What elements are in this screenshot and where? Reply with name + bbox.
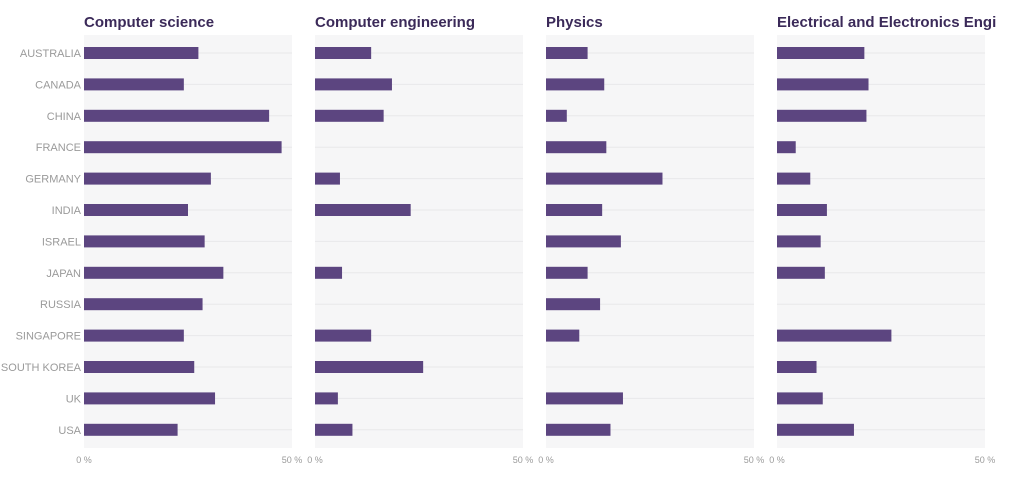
category-label-germany: GERMANY	[25, 174, 81, 186]
x-tick-label: 50 %	[513, 455, 534, 465]
category-label-israel: ISRAEL	[42, 236, 81, 248]
bar-usa	[315, 424, 352, 436]
panel-title: Electrical and Electronics Engineering	[777, 14, 1025, 31]
bar-japan	[315, 267, 342, 279]
panel-title: Physics	[546, 14, 603, 31]
category-label-russia: RUSSIA	[40, 299, 82, 311]
category-label-france: FRANCE	[36, 142, 81, 154]
panel-title: Computer science	[84, 14, 214, 31]
small-multiples-bar-chart: AUSTRALIA CANADA CHINA FRANCE GERMANY INDIA IS…	[0, 0, 1025, 484]
category-label-australia: AUSTRALIA	[20, 48, 82, 60]
category-label-china: CHINA	[47, 111, 82, 123]
x-tick-label: 0 %	[538, 455, 554, 465]
panel-computer-engineering: Computer engineering 0 % 50 %	[307, 14, 533, 465]
bar-australia	[777, 47, 864, 59]
bar-australia	[84, 47, 198, 59]
bar-israel	[777, 235, 821, 247]
x-tick-label: 0 %	[307, 455, 323, 465]
panel-computer-science: Computer science 0 % 50 %	[76, 14, 302, 465]
bar-australia	[546, 47, 588, 59]
bar-australia	[315, 47, 371, 59]
bar-russia	[546, 298, 600, 310]
bar-france	[777, 141, 796, 153]
bar-usa	[777, 424, 854, 436]
bar-singapore	[84, 330, 184, 342]
x-tick-label: 0 %	[769, 455, 785, 465]
bar-france	[84, 141, 282, 153]
bar-uk	[84, 392, 215, 404]
bar-japan	[777, 267, 825, 279]
bar-india	[84, 204, 188, 216]
bar-germany	[546, 173, 662, 185]
x-tick-label: 0 %	[76, 455, 92, 465]
bar-china	[546, 110, 567, 122]
bar-usa	[546, 424, 610, 436]
bar-india	[777, 204, 827, 216]
bar-china	[84, 110, 269, 122]
bar-usa	[84, 424, 178, 436]
bar-france	[546, 141, 606, 153]
category-label-usa: USA	[58, 425, 81, 437]
bar-south-korea	[315, 361, 423, 373]
category-label-india: INDIA	[52, 205, 82, 217]
panel-physics: Physics 0 % 50 %	[538, 14, 764, 465]
bar-israel	[84, 235, 205, 247]
bar-japan	[84, 267, 223, 279]
bar-israel	[546, 235, 621, 247]
bar-south-korea	[777, 361, 817, 373]
bar-china	[777, 110, 866, 122]
bar-china	[315, 110, 384, 122]
category-label-south-korea: SOUTH KOREA	[1, 362, 82, 374]
panel-title: Computer engineering	[315, 14, 475, 31]
x-tick-label: 50 %	[744, 455, 765, 465]
bar-singapore	[315, 330, 371, 342]
x-tick-label: 50 %	[282, 455, 303, 465]
bar-singapore	[777, 330, 891, 342]
bar-south-korea	[84, 361, 194, 373]
category-label-canada: CANADA	[35, 79, 82, 91]
bar-uk	[777, 392, 823, 404]
chart-svg: AUSTRALIA CANADA CHINA FRANCE GERMANY INDIA IS…	[0, 0, 1025, 484]
bar-uk	[315, 392, 338, 404]
bar-germany	[777, 173, 810, 185]
bar-india	[546, 204, 602, 216]
category-label-uk: UK	[66, 393, 82, 405]
panel-electrical-and-electronics-engineering: Electrical and Electronics Engineering 0 …	[769, 14, 1025, 465]
bar-canada	[546, 78, 604, 90]
bar-singapore	[546, 330, 579, 342]
x-tick-label: 50 %	[975, 455, 996, 465]
bar-germany	[315, 173, 340, 185]
category-label-singapore: SINGAPORE	[16, 331, 81, 343]
category-label-japan: JAPAN	[46, 268, 81, 280]
bar-canada	[84, 78, 184, 90]
bar-canada	[315, 78, 392, 90]
bar-russia	[84, 298, 203, 310]
bar-germany	[84, 173, 211, 185]
bar-japan	[546, 267, 588, 279]
bar-uk	[546, 392, 623, 404]
bar-india	[315, 204, 411, 216]
bar-canada	[777, 78, 869, 90]
